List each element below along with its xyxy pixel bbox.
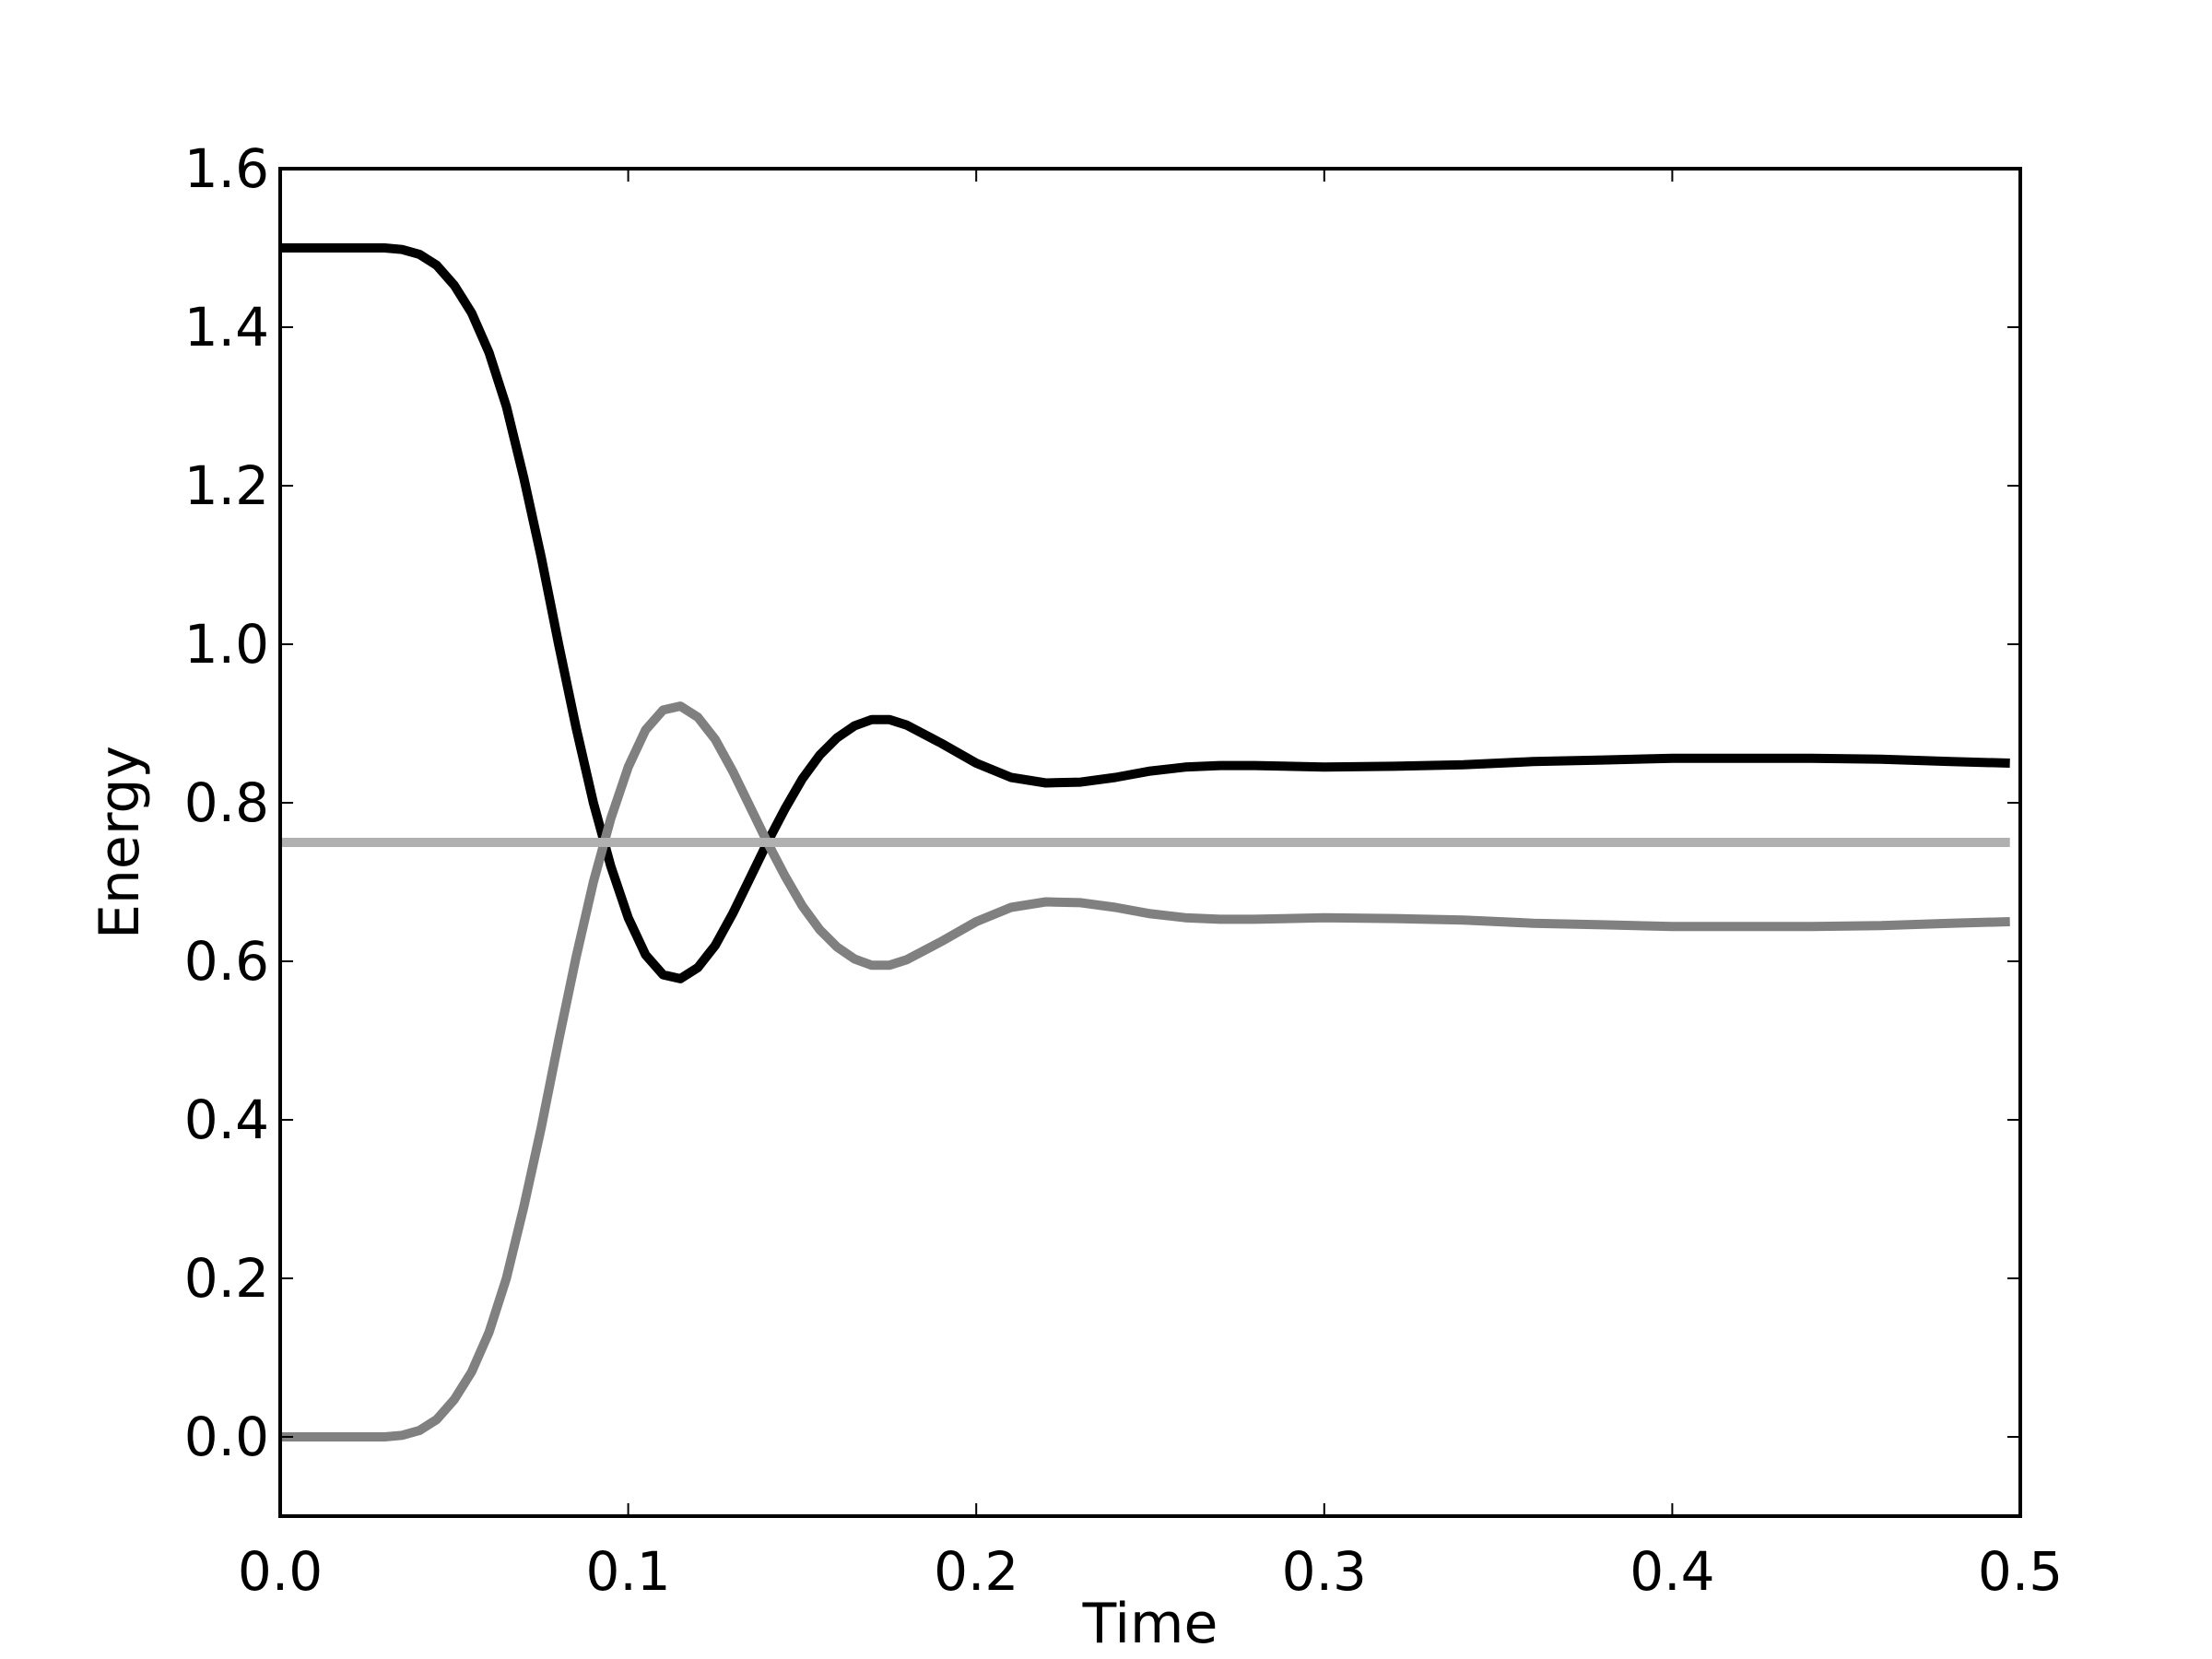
y-tick-label: 0.6 <box>184 930 269 993</box>
y-tick-label: 1.2 <box>184 454 269 517</box>
y-tick-label: 1.4 <box>184 296 269 359</box>
x-tick-label: 0.3 <box>1282 1540 1367 1603</box>
x-tick-label: 0.5 <box>1978 1540 2063 1603</box>
x-tick-label: 0.0 <box>238 1540 323 1603</box>
x-axis-title: Time <box>1082 1592 1218 1656</box>
series-line-2 <box>280 701 2010 1441</box>
tick-layer: 0.0 0.1 0.2 0.3 0.4 0.5 0.0 0.2 0.4 0.6 0.8 1.0 1.2 1… <box>184 137 2063 1603</box>
y-tick-label: 0.2 <box>184 1247 269 1310</box>
y-tick-label: 0.0 <box>184 1406 269 1468</box>
y-axis-title: Energy <box>88 746 152 939</box>
x-tick-label: 0.4 <box>1630 1540 1714 1603</box>
x-tick-label: 0.2 <box>934 1540 1018 1603</box>
y-tick-label: 0.8 <box>184 771 269 834</box>
series-line-1 <box>280 243 2010 983</box>
series-layer <box>280 243 2010 1441</box>
y-tick-label: 0.4 <box>184 1088 269 1151</box>
y-tick-label: 1.0 <box>184 613 269 676</box>
plot-frame <box>278 167 2022 1518</box>
x-tick-label: 0.1 <box>585 1540 670 1603</box>
y-tick-label: 1.6 <box>184 137 269 200</box>
